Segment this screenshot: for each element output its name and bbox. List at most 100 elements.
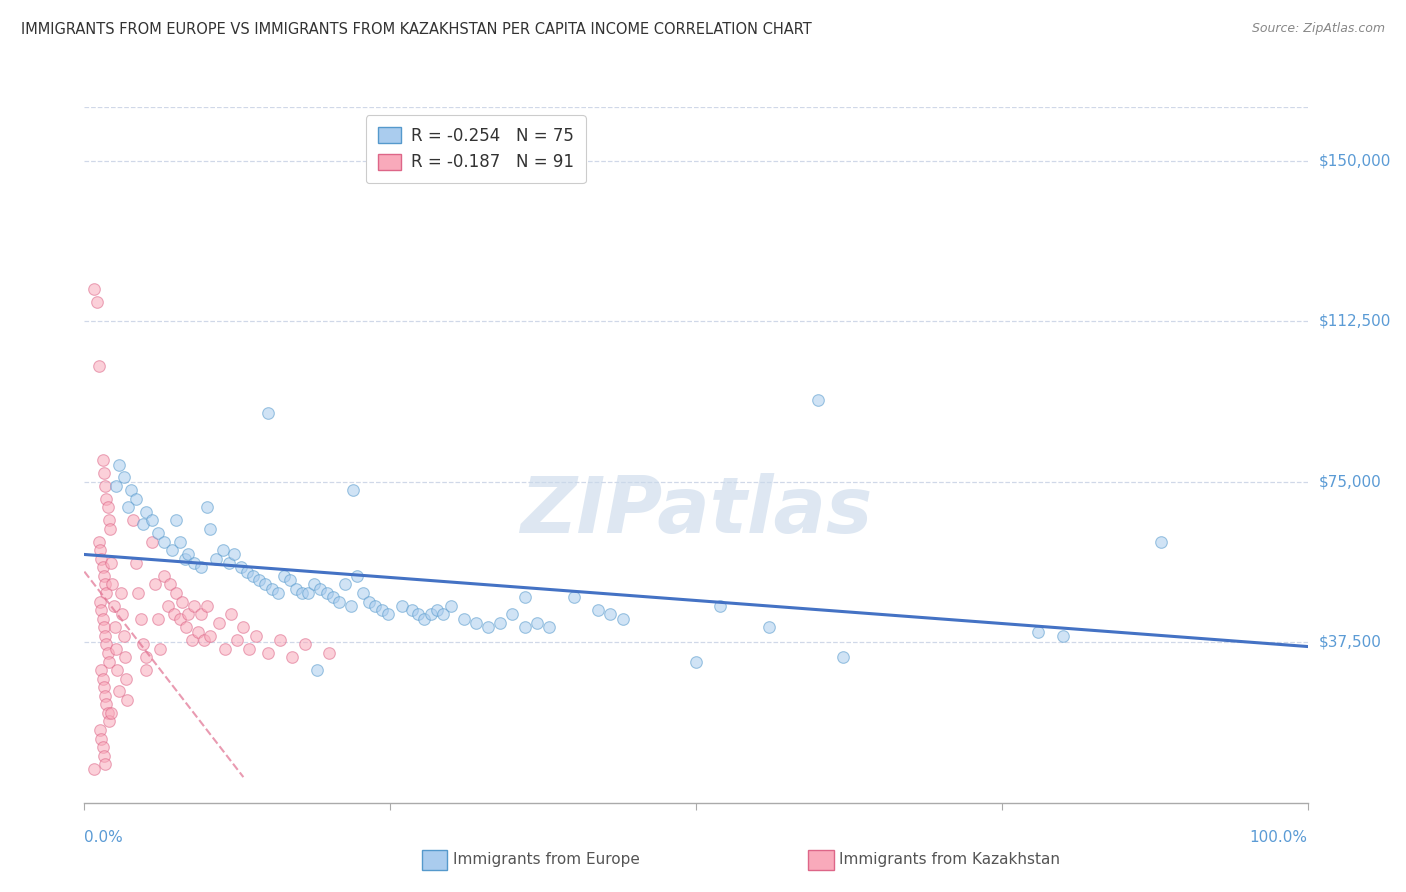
Point [432, 607, 454, 622]
Point [205, 551, 228, 566]
Point [208, 615, 231, 630]
Point [413, 612, 436, 626]
Point [526, 615, 548, 630]
Point [87, 534, 110, 549]
Point [89, 543, 111, 558]
Point [177, 548, 200, 562]
Point [103, 599, 125, 613]
Point [114, 650, 136, 665]
Point [143, 577, 166, 591]
Point [135, 663, 157, 677]
Point [245, 629, 267, 643]
Text: $37,500: $37,500 [1319, 635, 1382, 649]
Point [297, 586, 319, 600]
Point [586, 603, 609, 617]
Point [758, 620, 780, 634]
Point [219, 607, 242, 622]
Point [408, 607, 430, 622]
Point [364, 599, 387, 613]
Point [236, 565, 259, 579]
Point [477, 620, 499, 634]
Point [91, 672, 114, 686]
Point [141, 534, 163, 549]
Point [254, 577, 277, 591]
Point [807, 393, 830, 408]
Point [98, 522, 121, 536]
Point [200, 522, 222, 536]
Point [294, 637, 316, 651]
Point [190, 560, 212, 574]
Point [464, 615, 486, 630]
Point [352, 586, 374, 600]
Point [257, 406, 280, 420]
Text: $75,000: $75,000 [1319, 475, 1382, 489]
Point [229, 560, 252, 574]
Point [101, 577, 124, 591]
Text: IMMIGRANTS FROM EUROPE VS IMMIGRANTS FROM KAZAKHSTAN PER CAPITA INCOME CORRELATI: IMMIGRANTS FROM EUROPE VS IMMIGRANTS FRO… [21, 22, 811, 37]
Point [162, 543, 184, 558]
Point [172, 594, 194, 608]
Point [120, 483, 142, 498]
Point [91, 612, 114, 626]
Point [328, 594, 350, 608]
Point [257, 646, 280, 660]
Point [97, 500, 120, 515]
Point [83, 762, 105, 776]
Point [612, 612, 634, 626]
Point [513, 620, 536, 634]
Point [91, 453, 114, 467]
Point [100, 556, 122, 570]
Point [91, 740, 114, 755]
Point [214, 641, 236, 656]
Point [318, 646, 340, 660]
Point [110, 586, 132, 600]
Point [100, 706, 122, 720]
Point [193, 633, 215, 648]
Point [107, 684, 129, 698]
Text: Immigrants from Europe: Immigrants from Europe [453, 853, 640, 867]
Point [135, 650, 157, 665]
Text: $150,000: $150,000 [1319, 153, 1391, 168]
Point [97, 513, 120, 527]
Text: ZIPatlas: ZIPatlas [520, 473, 872, 549]
Point [377, 607, 399, 622]
Point [322, 591, 344, 605]
Point [200, 629, 222, 643]
Point [419, 607, 441, 622]
Point [218, 556, 240, 570]
Point [453, 612, 475, 626]
Point [285, 582, 308, 596]
Point [90, 731, 112, 746]
Point [315, 586, 337, 600]
Point [238, 641, 260, 656]
Point [1052, 629, 1074, 643]
Point [153, 534, 176, 549]
Point [96, 637, 118, 651]
Point [111, 607, 134, 622]
Point [685, 655, 707, 669]
Point [135, 505, 157, 519]
Point [96, 491, 118, 506]
Text: 0.0%: 0.0% [84, 830, 124, 845]
Point [127, 586, 149, 600]
Point [538, 620, 561, 634]
Point [132, 637, 155, 651]
Point [1150, 534, 1173, 549]
Point [146, 526, 169, 541]
Point [489, 615, 512, 630]
Point [305, 663, 328, 677]
Text: 100.0%: 100.0% [1250, 830, 1308, 845]
Point [163, 607, 186, 622]
Legend: R = -0.254   N = 75, R = -0.187   N = 91: R = -0.254 N = 75, R = -0.187 N = 91 [366, 115, 586, 183]
Point [86, 294, 108, 309]
Point [165, 513, 187, 527]
Point [281, 650, 304, 665]
Point [93, 569, 115, 583]
Point [96, 586, 118, 600]
Text: $112,500: $112,500 [1319, 314, 1391, 328]
Point [174, 620, 197, 634]
Point [94, 757, 117, 772]
Point [359, 594, 381, 608]
Point [141, 513, 163, 527]
Point [401, 603, 423, 617]
